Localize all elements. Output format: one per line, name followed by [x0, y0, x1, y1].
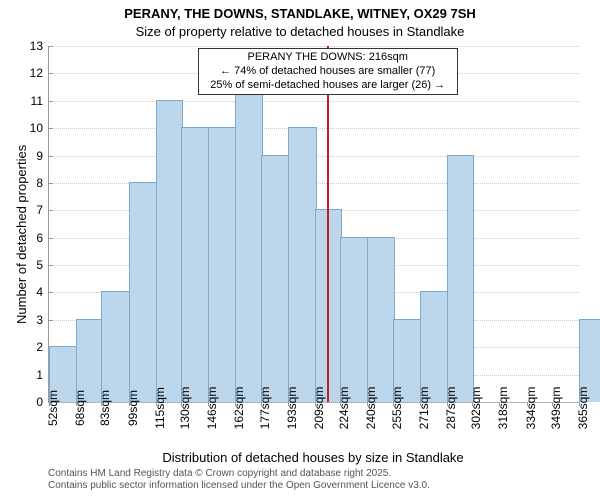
- x-tick-label: 162sqm: [232, 387, 246, 430]
- y-tick-label: 10: [30, 121, 49, 135]
- x-tick-label: 52sqm: [46, 390, 60, 426]
- y-tick-label: 5: [36, 258, 49, 272]
- x-tick-mark: [420, 402, 421, 406]
- x-tick-label: 146sqm: [205, 387, 219, 430]
- x-tick-label: 271sqm: [417, 387, 431, 430]
- histogram-bar: [208, 127, 237, 402]
- histogram-bar: [156, 100, 183, 402]
- y-gridline: [49, 101, 579, 102]
- chart-container: PERANY, THE DOWNS, STANDLAKE, WITNEY, OX…: [0, 0, 600, 500]
- y-tick-label: 7: [36, 203, 49, 217]
- x-tick-label: 99sqm: [126, 390, 140, 426]
- x-tick-mark: [552, 402, 553, 406]
- x-tick-label: 255sqm: [390, 387, 404, 430]
- x-tick-mark: [208, 402, 209, 406]
- x-tick-mark: [472, 402, 473, 406]
- histogram-bar: [288, 127, 317, 402]
- x-tick-label: 240sqm: [364, 387, 378, 430]
- reference-line: [327, 46, 329, 402]
- y-tick-label: 12: [30, 66, 49, 80]
- x-tick-mark: [156, 402, 157, 406]
- x-axis-label: Distribution of detached houses by size …: [48, 450, 578, 465]
- annotation-line: ← 74% of detached houses are smaller (77…: [203, 65, 453, 79]
- histogram-bar: [261, 155, 290, 402]
- histogram-bar: [367, 237, 394, 402]
- histogram-bar: [101, 291, 130, 402]
- y-tick-label: 3: [36, 313, 49, 327]
- x-tick-label: 193sqm: [285, 387, 299, 430]
- x-tick-label: 318sqm: [496, 387, 510, 430]
- annotation-line: PERANY THE DOWNS: 216sqm: [203, 51, 453, 65]
- x-tick-label: 83sqm: [98, 390, 112, 426]
- x-tick-label: 68sqm: [73, 390, 87, 426]
- y-tick-label: 13: [30, 39, 49, 53]
- x-tick-mark: [101, 402, 102, 406]
- chart-title-line1: PERANY, THE DOWNS, STANDLAKE, WITNEY, OX…: [0, 6, 600, 21]
- x-tick-label: 177sqm: [258, 387, 272, 430]
- y-tick-label: 11: [31, 94, 49, 108]
- x-tick-mark: [447, 402, 448, 406]
- footer-line: Contains public sector information licen…: [48, 480, 430, 492]
- x-tick-label: 209sqm: [312, 387, 326, 430]
- x-tick-label: 334sqm: [524, 387, 538, 430]
- y-tick-label: 6: [36, 231, 49, 245]
- histogram-bar: [447, 155, 474, 402]
- x-tick-label: 302sqm: [469, 387, 483, 430]
- x-tick-mark: [579, 402, 580, 406]
- x-tick-label: 224sqm: [337, 387, 351, 430]
- x-tick-mark: [261, 402, 262, 406]
- histogram-bar: [235, 72, 262, 402]
- y-tick-label: 8: [36, 176, 49, 190]
- chart-title-line2: Size of property relative to detached ho…: [0, 24, 600, 39]
- x-tick-mark: [367, 402, 368, 406]
- x-tick-label: 130sqm: [178, 387, 192, 430]
- x-tick-mark: [49, 402, 50, 406]
- x-tick-label: 287sqm: [444, 387, 458, 430]
- y-tick-label: 9: [36, 149, 49, 163]
- x-tick-mark: [76, 402, 77, 406]
- y-gridline: [49, 46, 579, 47]
- x-tick-mark: [315, 402, 316, 406]
- y-tick-label: 1: [36, 368, 49, 382]
- annotation-line: 25% of semi-detached houses are larger (…: [203, 79, 453, 93]
- histogram-bar: [340, 237, 369, 402]
- x-tick-label: 115sqm: [153, 387, 167, 429]
- x-tick-label: 365sqm: [576, 387, 590, 430]
- y-axis-label: Number of detached properties: [14, 145, 29, 324]
- y-tick-label: 2: [36, 340, 49, 354]
- footer-attribution: Contains HM Land Registry data © Crown c…: [48, 468, 430, 492]
- footer-line: Contains HM Land Registry data © Crown c…: [48, 468, 430, 480]
- y-tick-label: 4: [36, 285, 49, 299]
- x-tick-label: 349sqm: [549, 387, 563, 430]
- x-tick-mark: [288, 402, 289, 406]
- x-tick-mark: [129, 402, 130, 406]
- x-tick-mark: [393, 402, 394, 406]
- x-tick-mark: [235, 402, 236, 406]
- histogram-bar: [420, 291, 449, 402]
- histogram-bar: [129, 182, 158, 402]
- histogram-bar: [181, 127, 210, 402]
- plot-area: 01234567891011121352sqm68sqm83sqm99sqm11…: [48, 46, 579, 403]
- x-tick-mark: [181, 402, 182, 406]
- x-tick-mark: [340, 402, 341, 406]
- annotation-box: PERANY THE DOWNS: 216sqm← 74% of detache…: [198, 48, 458, 95]
- x-tick-mark: [527, 402, 528, 406]
- x-tick-mark: [499, 402, 500, 406]
